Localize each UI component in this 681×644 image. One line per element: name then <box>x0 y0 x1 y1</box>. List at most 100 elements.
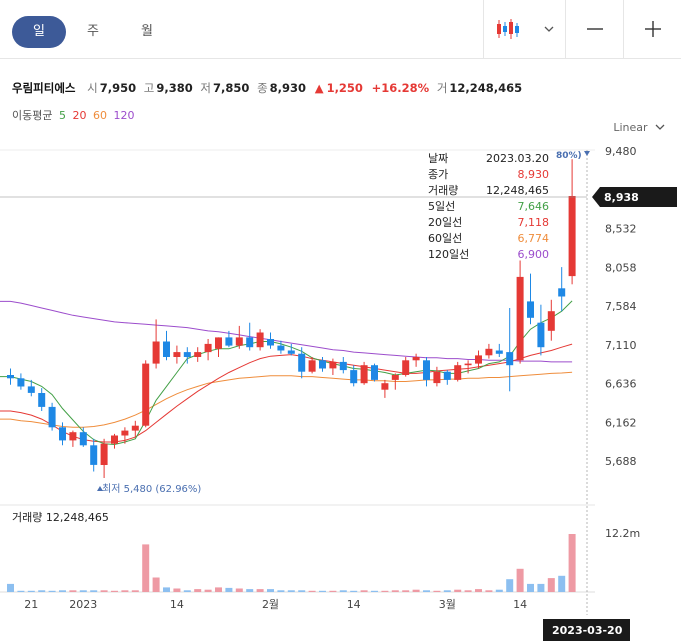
candle <box>111 433 118 449</box>
candle-body <box>308 360 316 372</box>
volume-bar <box>183 590 191 592</box>
tab-month[interactable]: 월 <box>141 24 153 39</box>
candle-body <box>17 378 25 387</box>
volume-bar <box>475 589 482 592</box>
volume-bar <box>495 589 503 592</box>
volume-bar <box>287 590 295 592</box>
close-value: 8,930 <box>269 81 307 95</box>
candle <box>402 357 410 377</box>
volume-bar <box>319 590 326 592</box>
x-tick-label: 2023 <box>69 598 97 611</box>
candle <box>131 420 139 438</box>
volume-bars <box>7 534 576 592</box>
low-value: 7,850 <box>213 81 250 95</box>
chevron-down-icon <box>655 124 665 130</box>
volume-bar <box>163 587 170 592</box>
volume-bar <box>568 534 576 592</box>
candle <box>547 299 555 341</box>
candle <box>485 343 493 359</box>
candle <box>339 357 347 374</box>
tab-week[interactable]: 주 <box>87 24 99 39</box>
volume-bar <box>339 590 347 592</box>
y-tick-label: 8,532 <box>605 223 637 236</box>
candle <box>59 422 66 446</box>
candle <box>121 427 129 444</box>
candle-body <box>256 332 264 348</box>
candle-body <box>319 360 326 369</box>
candle <box>38 388 46 411</box>
volume-bar <box>277 590 285 592</box>
candle <box>433 366 441 387</box>
candle <box>69 430 77 447</box>
candle-body <box>464 363 472 366</box>
candle-body <box>360 365 368 384</box>
x-tick-label: 14 <box>170 598 184 611</box>
x-tick-label: 14 <box>347 598 361 611</box>
candle-body <box>339 361 347 371</box>
candle-body <box>495 350 503 354</box>
volume-bar <box>454 589 462 592</box>
volume-bar <box>225 587 233 592</box>
tab-day[interactable]: 일 <box>12 16 66 48</box>
candle-body <box>485 348 493 356</box>
candle <box>256 329 264 351</box>
candle <box>48 402 56 431</box>
candle-body <box>350 370 358 384</box>
candle <box>90 438 98 472</box>
tooltip-label: 60일선 <box>428 231 462 245</box>
candle-body <box>329 361 337 369</box>
y-tick-label: 6,162 <box>605 416 637 429</box>
candle <box>246 322 254 351</box>
chevron-down-icon <box>544 26 554 32</box>
tooltip-label: 5일선 <box>428 199 455 213</box>
volume-bar <box>131 590 139 592</box>
candle <box>7 368 14 385</box>
ma120-line <box>0 300 573 363</box>
candle-body <box>568 196 576 277</box>
candle-body <box>121 430 129 436</box>
volume-bar <box>485 590 493 592</box>
candle <box>163 330 170 361</box>
current-price-text: 8,938 <box>604 191 639 204</box>
candle <box>568 159 576 285</box>
volume-bar <box>464 590 472 592</box>
candle-body <box>423 360 430 380</box>
volume-bar <box>38 590 46 592</box>
zoom-out-button[interactable] <box>565 0 623 58</box>
zoom-in-button[interactable] <box>623 0 681 58</box>
candle <box>79 427 87 447</box>
change-arrow-icon: ▲ <box>314 81 324 95</box>
candle <box>27 379 35 397</box>
price-grid <box>0 149 595 593</box>
ma20-line <box>0 343 573 443</box>
volume-bar <box>298 590 306 592</box>
open-label: 시 <box>87 81 98 95</box>
chart-type-selector[interactable] <box>483 0 565 58</box>
high-value: 9,380 <box>156 81 193 95</box>
candle <box>495 343 503 357</box>
candle-body <box>225 337 233 346</box>
plus-icon <box>644 21 661 37</box>
volume-bar <box>69 590 77 592</box>
candle-body <box>194 352 202 357</box>
volume-bar <box>142 544 150 592</box>
candle <box>329 358 337 375</box>
volume-bar <box>402 590 410 592</box>
volume-bar <box>537 583 545 592</box>
candle-body <box>163 341 170 357</box>
scale-mode-selector[interactable]: Linear <box>613 121 665 134</box>
candle <box>412 353 420 367</box>
ma5-line <box>0 300 573 446</box>
candle <box>527 273 534 325</box>
volume-bar <box>391 590 399 592</box>
volume-bar <box>100 590 108 592</box>
tooltip-value: 8,930 <box>518 168 550 181</box>
tooltip-label: 거래량 <box>428 184 458 197</box>
candle-body <box>27 386 35 393</box>
candle <box>350 365 358 387</box>
volume-bar <box>111 590 118 592</box>
candle <box>267 332 274 349</box>
change-value: 1,250 <box>326 81 363 95</box>
candle-body <box>558 288 566 297</box>
